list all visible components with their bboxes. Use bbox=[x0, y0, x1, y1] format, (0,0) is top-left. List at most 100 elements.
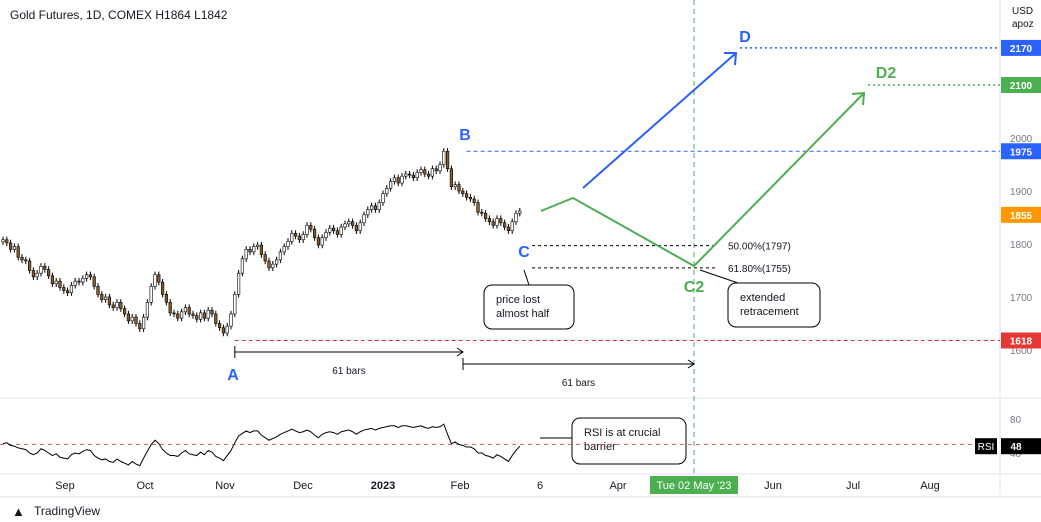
candle-body bbox=[252, 246, 256, 253]
time-tick-label: Nov bbox=[215, 480, 235, 492]
candle-body bbox=[373, 205, 378, 210]
fib-level-label: 50.00%(1797) bbox=[728, 242, 791, 253]
brand-name[interactable]: TradingView bbox=[34, 504, 101, 518]
candle-body bbox=[312, 228, 317, 238]
time-tick-label: Sep bbox=[55, 480, 75, 492]
candle-body bbox=[385, 188, 389, 194]
candle-body bbox=[35, 272, 39, 278]
candle-body bbox=[339, 226, 343, 235]
candle-body bbox=[328, 227, 332, 233]
span-label: 61 bars bbox=[562, 378, 595, 389]
candle-body bbox=[430, 168, 435, 177]
chart-title: Gold Futures, 1D, COMEX H1864 L1842 bbox=[10, 8, 228, 22]
candle-body bbox=[499, 218, 503, 224]
fib-level-label: 61.80%(1755) bbox=[728, 264, 791, 275]
candle-body bbox=[495, 218, 499, 226]
candle-body bbox=[514, 212, 518, 223]
candle-body bbox=[31, 270, 35, 278]
candle-body bbox=[5, 239, 9, 244]
candle-body bbox=[134, 316, 138, 324]
candle-body bbox=[297, 235, 302, 241]
candle-body bbox=[240, 258, 245, 274]
candle-body bbox=[85, 274, 89, 279]
callout-box bbox=[699, 269, 821, 328]
price-level-label: 2170 bbox=[1010, 44, 1033, 55]
candle-body bbox=[229, 313, 233, 327]
candle-body bbox=[248, 249, 252, 253]
wave-point-b: B bbox=[459, 127, 471, 144]
rsi-line bbox=[2, 423, 521, 467]
candle-body bbox=[480, 211, 484, 214]
candle-body bbox=[9, 242, 13, 250]
candle-body bbox=[293, 233, 298, 237]
wave-point-d2: D2 bbox=[876, 65, 897, 82]
candle-body bbox=[153, 274, 157, 287]
candle-body bbox=[487, 218, 492, 223]
candle-body bbox=[445, 150, 450, 170]
candle-body bbox=[476, 202, 480, 213]
price-tick-label: 1600 bbox=[1010, 346, 1033, 357]
candle-body bbox=[119, 301, 123, 309]
candle-body bbox=[43, 265, 47, 270]
time-tick-label: Aug bbox=[920, 480, 940, 492]
rsi-tick-label: 40 bbox=[1010, 449, 1022, 460]
price-tick-label: 2000 bbox=[1010, 134, 1033, 145]
candle-body bbox=[438, 164, 442, 172]
candle-body bbox=[358, 222, 362, 232]
candle-body bbox=[206, 309, 210, 319]
candle-body bbox=[244, 249, 248, 260]
candle-body bbox=[400, 175, 404, 184]
price-level-label: 1855 bbox=[1010, 211, 1033, 222]
candle-body bbox=[377, 202, 381, 210]
candle-body bbox=[1, 239, 5, 243]
price-level-badge bbox=[1001, 77, 1041, 93]
candle-body bbox=[221, 327, 226, 334]
candle-body bbox=[419, 169, 423, 173]
candle-body bbox=[16, 246, 20, 258]
candle-body bbox=[62, 287, 66, 291]
candle-body bbox=[320, 237, 324, 246]
rsi-label: RSI bbox=[978, 442, 995, 453]
blue-arrowhead bbox=[724, 52, 738, 66]
time-tick-label: Dec bbox=[293, 480, 313, 492]
candle-body bbox=[335, 230, 340, 235]
candle-body bbox=[39, 265, 43, 274]
candle-body bbox=[518, 210, 522, 214]
callout-text: barrier bbox=[584, 441, 616, 453]
candle-body bbox=[271, 263, 275, 269]
candle-body bbox=[396, 177, 400, 184]
candle-body bbox=[54, 280, 58, 285]
candle-body bbox=[510, 221, 514, 232]
candle-body bbox=[145, 301, 150, 318]
candle-body bbox=[362, 214, 366, 224]
callout-text: almost half bbox=[496, 308, 550, 320]
candle-body bbox=[191, 313, 195, 316]
candle-body bbox=[366, 209, 370, 216]
currency-label: USD bbox=[1012, 6, 1033, 17]
candle-body bbox=[115, 301, 119, 308]
candle-body bbox=[415, 172, 419, 179]
candle-body bbox=[138, 323, 142, 330]
candle-body bbox=[180, 311, 184, 319]
candle-body bbox=[324, 232, 328, 238]
tradingview-logo-icon[interactable]: ▲ bbox=[12, 504, 25, 519]
candle-body bbox=[176, 313, 180, 319]
candle-body bbox=[442, 150, 446, 165]
candle-body bbox=[388, 181, 393, 189]
candle-body bbox=[263, 254, 267, 262]
rsi-tick-label: 80 bbox=[1010, 415, 1022, 426]
candle-body bbox=[237, 272, 241, 295]
candle-body bbox=[164, 294, 169, 303]
candle-body bbox=[354, 225, 359, 232]
price-level-badge bbox=[1001, 39, 1041, 56]
candle-body bbox=[218, 323, 222, 329]
candle-body bbox=[88, 274, 92, 278]
candle-body bbox=[259, 244, 264, 255]
candle-body bbox=[502, 222, 507, 228]
time-tick-label: Apr bbox=[609, 480, 626, 492]
candle-body bbox=[233, 294, 237, 315]
green-projection-path bbox=[540, 92, 865, 268]
candle-body bbox=[331, 227, 336, 232]
candle-body bbox=[347, 221, 351, 225]
